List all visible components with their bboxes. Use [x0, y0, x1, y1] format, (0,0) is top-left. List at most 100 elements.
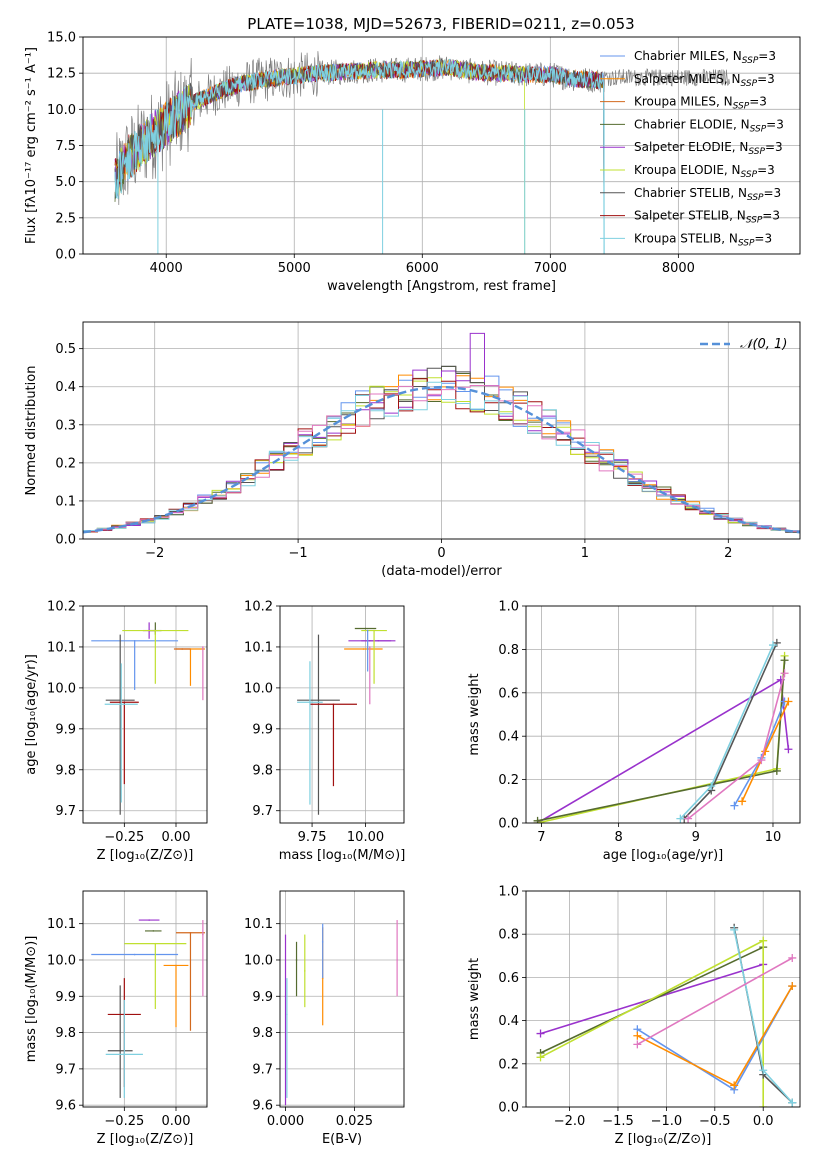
x-axis-label: Z [log₁₀(Z/Z⊙)]: [615, 1132, 712, 1147]
histogram-series: [83, 385, 800, 539]
data-point: [175, 964, 177, 967]
x-tick-label: −2: [145, 546, 164, 561]
legend-entry: Chabrier STELIB, NSSP=3: [634, 186, 781, 203]
data-point: [181, 648, 183, 650]
y-tick-label: 9.7: [55, 1062, 76, 1077]
x-axis-label: E(B-V): [322, 1132, 362, 1147]
axes-frame: [82, 36, 801, 255]
plot-area: [536, 923, 797, 1107]
y-tick-label: 10.0: [244, 681, 273, 696]
y-tick-label: 0.4: [55, 380, 76, 395]
plot-area: [533, 638, 793, 823]
legend: Chabrier MILES, NSSP=3 Salpeter MILES, NS…: [600, 49, 784, 248]
x-tick-label: 0.025: [336, 1114, 373, 1129]
data-point: [332, 703, 335, 706]
plus-marker: [780, 669, 789, 678]
x-tick-label: 4000: [150, 261, 183, 276]
y-tick-label: 10.0: [47, 953, 76, 968]
plus-marker: [784, 745, 793, 754]
x-axis-label: mass [log₁₀(M/M⊙)]: [279, 848, 406, 863]
data-point: [119, 1049, 121, 1052]
weight-series: [636, 957, 793, 1046]
y-tick-label: 10.0: [244, 953, 273, 968]
plus-marker: [772, 766, 781, 775]
weight-series: [540, 946, 764, 1054]
y-tick-label: 10.0: [47, 681, 76, 696]
y-axis-label: mass weight: [467, 673, 482, 755]
plus-marker: [633, 1031, 642, 1040]
x-tick-label: 0.000: [267, 1114, 304, 1129]
plot-area: [114, 51, 730, 254]
plus-marker: [676, 814, 685, 823]
data-spectrum: [114, 51, 730, 206]
axes-frame: [525, 890, 801, 1108]
data-point: [317, 699, 320, 701]
data-point: [377, 640, 380, 642]
y-tick-label: 0.0: [55, 533, 76, 548]
model-spectrum: [114, 58, 605, 254]
plus-marker: [780, 656, 789, 665]
y-tick-label: 9.8: [252, 763, 273, 778]
y-tick-label: 0.1: [55, 494, 76, 509]
data-point: [148, 919, 150, 921]
data-point: [396, 959, 398, 961]
x-tick-label: −0.5: [699, 1114, 731, 1129]
y-tick-label: 9.9: [55, 990, 76, 1005]
data-point: [202, 646, 204, 648]
y-tick-label: 10.2: [47, 600, 76, 615]
y-tick-label: 2.5: [55, 211, 76, 226]
y-tick-label: 9.8: [252, 1026, 273, 1041]
x-axis-label: (data-model)/error: [381, 564, 502, 579]
plot-area: [83, 332, 800, 539]
y-tick-label: 0.3: [55, 418, 76, 433]
data-point: [133, 640, 136, 642]
x-tick-label: 8000: [662, 261, 695, 276]
y-axis-label: Normed distribution: [24, 366, 39, 496]
x-tick-label: 6000: [406, 261, 439, 276]
x-tick-label: 10: [765, 830, 782, 845]
y-tick-label: 1.0: [498, 885, 519, 900]
y-tick-label: 10.1: [244, 917, 273, 932]
y-tick-label: 10.1: [47, 640, 76, 655]
y-tick-label: 0.8: [498, 928, 519, 943]
data-point: [119, 699, 121, 701]
x-tick-label: 9.75: [298, 830, 327, 845]
data-point: [295, 959, 298, 961]
x-tick-label: 1: [581, 546, 589, 561]
grid: [280, 891, 404, 1107]
data-point: [366, 629, 369, 632]
plot-area: [284, 920, 398, 1106]
panel-weight_vs_age: 7 8 9 10 0.0 0.2 0.4 0.6 0.8 1.0 age [log₁₀(age/yr…: [467, 600, 801, 863]
plus-marker: [759, 936, 768, 945]
x-tick-label: 0.00: [162, 1114, 191, 1129]
y-tick-label: 0.0: [55, 248, 76, 263]
y-tick-label: 15.0: [47, 31, 76, 46]
panel-residuals: −2 −1 0 1 2 0.0 0.1 0.2 0.3 0.4 0.5 (data-model)/er…: [24, 321, 801, 579]
data-point: [286, 1013, 288, 1016]
normal-curve: [83, 385, 800, 534]
y-tick-label: 1.0: [498, 600, 519, 615]
data-point: [189, 931, 192, 934]
y-tick-label: 9.7: [55, 804, 76, 819]
data-point: [202, 933, 204, 936]
y-tick-label: 0.8: [498, 643, 519, 658]
legend-entry: Salpeter STELIB, NSSP=3: [634, 209, 780, 226]
y-tick-label: 9.8: [55, 1026, 76, 1041]
y-tick-label: 9.9: [252, 722, 273, 737]
y-tick-label: 0.2: [498, 773, 519, 788]
plus-marker: [533, 816, 542, 823]
y-axis-label: age [log₁₀(age/yr)]: [24, 654, 39, 775]
y-tick-label: 12.5: [47, 67, 76, 82]
x-tick-label: 9: [692, 830, 700, 845]
plus-marker: [684, 814, 693, 823]
data-point: [364, 627, 367, 630]
legend-entry: Salpeter MILES, NSSP=3: [634, 72, 775, 89]
y-tick-label: 9.6: [55, 1099, 76, 1114]
y-tick-label: 10.0: [47, 103, 76, 118]
spectrum-title: PLATE=1038, MJD=52673, FIBERID=0211, z=0…: [247, 15, 634, 33]
axes-frame: [82, 890, 208, 1108]
x-tick-label: 5000: [278, 261, 311, 276]
y-axis-label: Flux [fλ10⁻¹⁷ erg cm⁻² s⁻¹ A⁻¹]: [24, 47, 39, 244]
x-axis-label: age [log₁₀(age/yr)]: [603, 848, 724, 863]
x-axis-label: Z [log₁₀(Z/Z⊙)]: [97, 1132, 194, 1147]
